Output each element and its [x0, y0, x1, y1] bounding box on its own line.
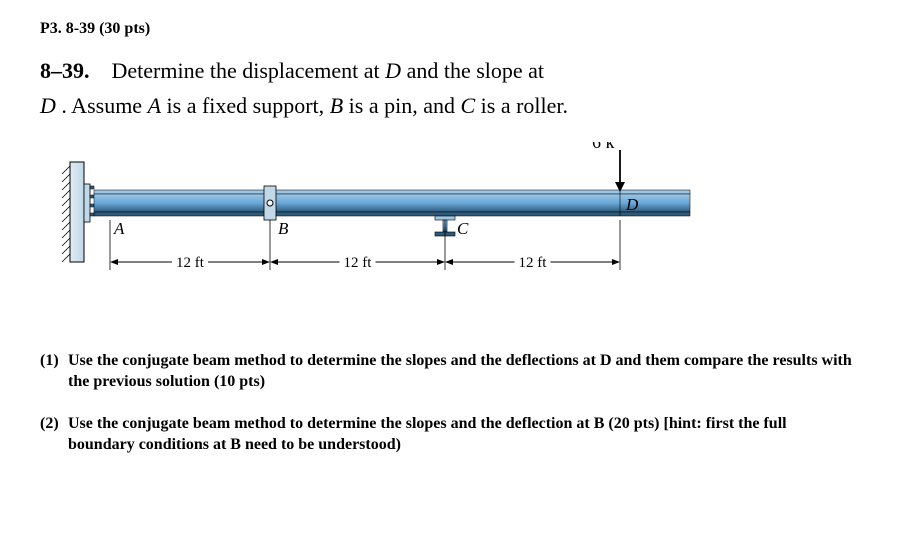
dim-label: 12 ft	[344, 255, 373, 271]
connection-plate	[84, 184, 90, 222]
q1-text: Use the conjugate beam method to determi…	[68, 352, 852, 391]
dim-arrow-left	[445, 259, 453, 265]
text: is a roller.	[481, 93, 568, 118]
problem-header: P3. 8-39 (30 pts)	[40, 20, 857, 38]
dim-arrow-right	[437, 259, 445, 265]
question-1: (1)Use the conjugate beam method to dete…	[40, 350, 857, 393]
bolt	[90, 213, 94, 216]
beam-top-flange	[94, 190, 690, 194]
fixed-wall	[70, 162, 84, 262]
text: is a pin, and	[349, 93, 461, 118]
bolt	[90, 195, 94, 198]
beam-diagram: 6 k A B C D 12 ft 12 ft 12 ft	[50, 142, 700, 322]
dim-arrow-left	[270, 259, 278, 265]
hatch-line	[62, 206, 70, 214]
dim-arrow-right	[612, 259, 620, 265]
problem-number: 8–39.	[40, 58, 90, 83]
q2-text: Use the conjugate beam method to determi…	[68, 415, 787, 454]
questions-block: (1)Use the conjugate beam method to dete…	[40, 350, 857, 456]
beam-svg: 6 k A B C D 12 ft 12 ft 12 ft	[50, 142, 700, 322]
hatch-line	[62, 214, 70, 222]
text: . Assume	[61, 93, 147, 118]
question-2: (2)Use the conjugate beam method to dete…	[40, 413, 857, 456]
text: and the slope at	[407, 58, 544, 83]
var-B: B	[330, 93, 343, 118]
dim-label: 12 ft	[519, 255, 548, 271]
pin-circle-B	[267, 200, 273, 206]
bolt	[90, 186, 94, 189]
hatch-line	[62, 174, 70, 182]
roller-top-flange	[435, 216, 455, 220]
hatch-line	[62, 222, 70, 230]
beam-web	[94, 194, 690, 212]
q2-number: (2)	[40, 413, 68, 435]
dim-arrow-left	[110, 259, 118, 265]
var-D: D	[385, 58, 401, 83]
label-A: A	[113, 219, 125, 238]
var-D: D	[40, 93, 56, 118]
problem-statement-line2: D . Assume A is a fixed support, B is a …	[40, 91, 857, 122]
hatch-line	[62, 246, 70, 254]
load-label: 6 k	[592, 142, 615, 152]
q1-number: (1)	[40, 350, 68, 372]
label-B: B	[278, 219, 289, 238]
hatch-line	[62, 198, 70, 206]
var-C: C	[460, 93, 475, 118]
problem-statement-line1: 8–39. Determine the displacement at D an…	[40, 56, 857, 87]
label-D: D	[625, 195, 639, 214]
hatch-line	[62, 238, 70, 246]
dim-label: 12 ft	[176, 255, 205, 271]
label-C: C	[457, 219, 469, 238]
bolt	[90, 204, 94, 207]
text: Determine the displacement at	[112, 58, 386, 83]
hatch-line	[62, 190, 70, 198]
text: is a fixed support,	[167, 93, 330, 118]
beam-bottom-flange	[94, 212, 690, 216]
dim-arrow-right	[262, 259, 270, 265]
var-A: A	[148, 93, 161, 118]
hatch-line	[62, 254, 70, 262]
hatch-line	[62, 182, 70, 190]
hatch-line	[62, 166, 70, 174]
hatch-line	[62, 230, 70, 238]
